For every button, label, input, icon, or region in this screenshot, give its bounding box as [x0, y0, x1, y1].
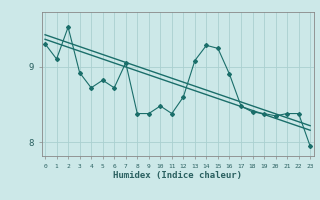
X-axis label: Humidex (Indice chaleur): Humidex (Indice chaleur)	[113, 171, 242, 180]
